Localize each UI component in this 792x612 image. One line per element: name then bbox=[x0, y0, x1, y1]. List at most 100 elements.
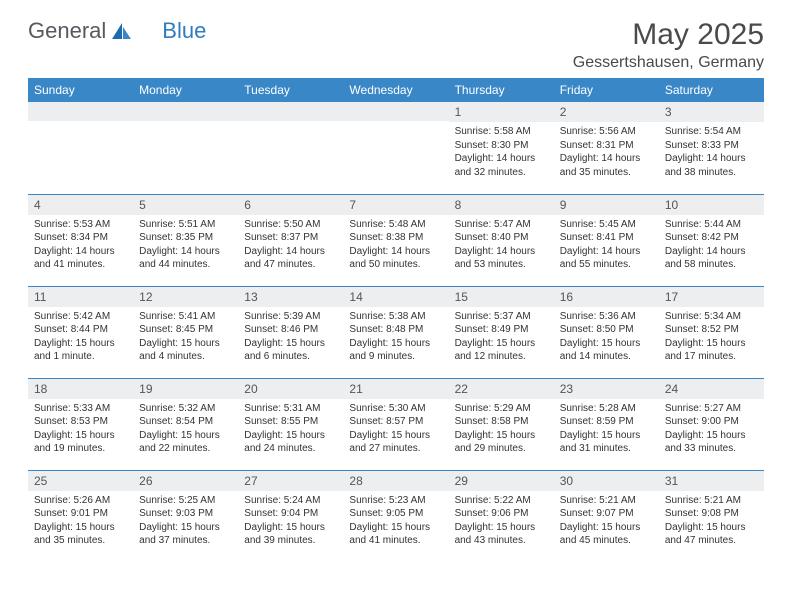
sunrise-text: Sunrise: 5:33 AM bbox=[34, 402, 127, 416]
sunrise-text: Sunrise: 5:38 AM bbox=[349, 310, 442, 324]
sunrise-text: Sunrise: 5:29 AM bbox=[455, 402, 548, 416]
day-details: Sunrise: 5:21 AMSunset: 9:08 PMDaylight:… bbox=[659, 491, 764, 552]
calendar-day-cell: 14Sunrise: 5:38 AMSunset: 8:48 PMDayligh… bbox=[343, 286, 448, 378]
calendar-day-cell: 30Sunrise: 5:21 AMSunset: 9:07 PMDayligh… bbox=[554, 470, 659, 562]
day-details: Sunrise: 5:31 AMSunset: 8:55 PMDaylight:… bbox=[238, 399, 343, 460]
day-number-empty bbox=[28, 102, 133, 121]
calendar-day-cell: 25Sunrise: 5:26 AMSunset: 9:01 PMDayligh… bbox=[28, 470, 133, 562]
sunrise-text: Sunrise: 5:26 AM bbox=[34, 494, 127, 508]
sunrise-text: Sunrise: 5:32 AM bbox=[139, 402, 232, 416]
sunset-text: Sunset: 8:57 PM bbox=[349, 415, 442, 429]
calendar-day-cell: 4Sunrise: 5:53 AMSunset: 8:34 PMDaylight… bbox=[28, 194, 133, 286]
sunset-text: Sunset: 9:04 PM bbox=[244, 507, 337, 521]
sunrise-text: Sunrise: 5:37 AM bbox=[455, 310, 548, 324]
daylight-line2: and 55 minutes. bbox=[560, 258, 653, 272]
daylight-line1: Daylight: 15 hours bbox=[139, 337, 232, 351]
weekday-header: Tuesday bbox=[238, 78, 343, 102]
sunset-text: Sunset: 8:53 PM bbox=[34, 415, 127, 429]
calendar-day-cell: 27Sunrise: 5:24 AMSunset: 9:04 PMDayligh… bbox=[238, 470, 343, 562]
daylight-line1: Daylight: 15 hours bbox=[244, 337, 337, 351]
calendar-day-cell: 26Sunrise: 5:25 AMSunset: 9:03 PMDayligh… bbox=[133, 470, 238, 562]
sunset-text: Sunset: 8:58 PM bbox=[455, 415, 548, 429]
day-number: 12 bbox=[133, 287, 238, 307]
sunrise-text: Sunrise: 5:58 AM bbox=[455, 125, 548, 139]
daylight-line2: and 35 minutes. bbox=[34, 534, 127, 548]
day-details: Sunrise: 5:50 AMSunset: 8:37 PMDaylight:… bbox=[238, 215, 343, 276]
sunset-text: Sunset: 8:35 PM bbox=[139, 231, 232, 245]
daylight-line1: Daylight: 14 hours bbox=[560, 245, 653, 259]
sunrise-text: Sunrise: 5:51 AM bbox=[139, 218, 232, 232]
day-number: 3 bbox=[659, 102, 764, 122]
calendar-empty-cell bbox=[28, 102, 133, 194]
daylight-line1: Daylight: 15 hours bbox=[349, 521, 442, 535]
daylight-line1: Daylight: 15 hours bbox=[34, 337, 127, 351]
calendar-day-cell: 21Sunrise: 5:30 AMSunset: 8:57 PMDayligh… bbox=[343, 378, 448, 470]
daylight-line2: and 32 minutes. bbox=[455, 166, 548, 180]
day-details: Sunrise: 5:22 AMSunset: 9:06 PMDaylight:… bbox=[449, 491, 554, 552]
day-number: 13 bbox=[238, 287, 343, 307]
calendar-day-cell: 11Sunrise: 5:42 AMSunset: 8:44 PMDayligh… bbox=[28, 286, 133, 378]
day-number: 28 bbox=[343, 471, 448, 491]
day-number-empty bbox=[133, 102, 238, 121]
day-number: 11 bbox=[28, 287, 133, 307]
calendar-day-cell: 29Sunrise: 5:22 AMSunset: 9:06 PMDayligh… bbox=[449, 470, 554, 562]
calendar-day-cell: 8Sunrise: 5:47 AMSunset: 8:40 PMDaylight… bbox=[449, 194, 554, 286]
brand-word-2: Blue bbox=[162, 18, 206, 44]
page-title: May 2025 bbox=[573, 18, 764, 52]
sunset-text: Sunset: 9:06 PM bbox=[455, 507, 548, 521]
day-details: Sunrise: 5:36 AMSunset: 8:50 PMDaylight:… bbox=[554, 307, 659, 368]
sunset-text: Sunset: 8:54 PM bbox=[139, 415, 232, 429]
daylight-line2: and 6 minutes. bbox=[244, 350, 337, 364]
daylight-line1: Daylight: 14 hours bbox=[455, 152, 548, 166]
day-details: Sunrise: 5:33 AMSunset: 8:53 PMDaylight:… bbox=[28, 399, 133, 460]
sunset-text: Sunset: 8:33 PM bbox=[665, 139, 758, 153]
sunset-text: Sunset: 8:31 PM bbox=[560, 139, 653, 153]
day-number: 15 bbox=[449, 287, 554, 307]
sunrise-text: Sunrise: 5:34 AM bbox=[665, 310, 758, 324]
daylight-line2: and 41 minutes. bbox=[349, 534, 442, 548]
day-number: 27 bbox=[238, 471, 343, 491]
calendar-empty-cell bbox=[133, 102, 238, 194]
day-number: 16 bbox=[554, 287, 659, 307]
daylight-line2: and 29 minutes. bbox=[455, 442, 548, 456]
sunrise-text: Sunrise: 5:21 AM bbox=[665, 494, 758, 508]
daylight-line1: Daylight: 15 hours bbox=[560, 337, 653, 351]
day-number: 9 bbox=[554, 195, 659, 215]
day-details: Sunrise: 5:56 AMSunset: 8:31 PMDaylight:… bbox=[554, 122, 659, 183]
day-details: Sunrise: 5:29 AMSunset: 8:58 PMDaylight:… bbox=[449, 399, 554, 460]
sunset-text: Sunset: 8:30 PM bbox=[455, 139, 548, 153]
day-details: Sunrise: 5:42 AMSunset: 8:44 PMDaylight:… bbox=[28, 307, 133, 368]
calendar-day-cell: 12Sunrise: 5:41 AMSunset: 8:45 PMDayligh… bbox=[133, 286, 238, 378]
daylight-line2: and 43 minutes. bbox=[455, 534, 548, 548]
sunrise-text: Sunrise: 5:53 AM bbox=[34, 218, 127, 232]
day-details: Sunrise: 5:37 AMSunset: 8:49 PMDaylight:… bbox=[449, 307, 554, 368]
sunset-text: Sunset: 8:34 PM bbox=[34, 231, 127, 245]
daylight-line1: Daylight: 15 hours bbox=[455, 521, 548, 535]
day-number: 4 bbox=[28, 195, 133, 215]
day-number: 18 bbox=[28, 379, 133, 399]
day-number: 25 bbox=[28, 471, 133, 491]
sunset-text: Sunset: 8:55 PM bbox=[244, 415, 337, 429]
calendar-day-cell: 16Sunrise: 5:36 AMSunset: 8:50 PMDayligh… bbox=[554, 286, 659, 378]
sail-icon bbox=[110, 21, 132, 41]
sunrise-text: Sunrise: 5:28 AM bbox=[560, 402, 653, 416]
daylight-line2: and 38 minutes. bbox=[665, 166, 758, 180]
day-number: 30 bbox=[554, 471, 659, 491]
daylight-line1: Daylight: 15 hours bbox=[139, 521, 232, 535]
calendar-day-cell: 1Sunrise: 5:58 AMSunset: 8:30 PMDaylight… bbox=[449, 102, 554, 194]
day-number: 5 bbox=[133, 195, 238, 215]
day-details: Sunrise: 5:54 AMSunset: 8:33 PMDaylight:… bbox=[659, 122, 764, 183]
calendar-day-cell: 7Sunrise: 5:48 AMSunset: 8:38 PMDaylight… bbox=[343, 194, 448, 286]
page-header: General Blue May 2025 Gessertshausen, Ge… bbox=[28, 18, 764, 72]
day-number: 23 bbox=[554, 379, 659, 399]
calendar-day-cell: 23Sunrise: 5:28 AMSunset: 8:59 PMDayligh… bbox=[554, 378, 659, 470]
day-number: 7 bbox=[343, 195, 448, 215]
daylight-line1: Daylight: 14 hours bbox=[455, 245, 548, 259]
calendar-day-cell: 24Sunrise: 5:27 AMSunset: 9:00 PMDayligh… bbox=[659, 378, 764, 470]
daylight-line2: and 58 minutes. bbox=[665, 258, 758, 272]
sunset-text: Sunset: 9:01 PM bbox=[34, 507, 127, 521]
daylight-line2: and 27 minutes. bbox=[349, 442, 442, 456]
daylight-line1: Daylight: 15 hours bbox=[244, 429, 337, 443]
daylight-line2: and 35 minutes. bbox=[560, 166, 653, 180]
weekday-header-row: SundayMondayTuesdayWednesdayThursdayFrid… bbox=[28, 78, 764, 102]
